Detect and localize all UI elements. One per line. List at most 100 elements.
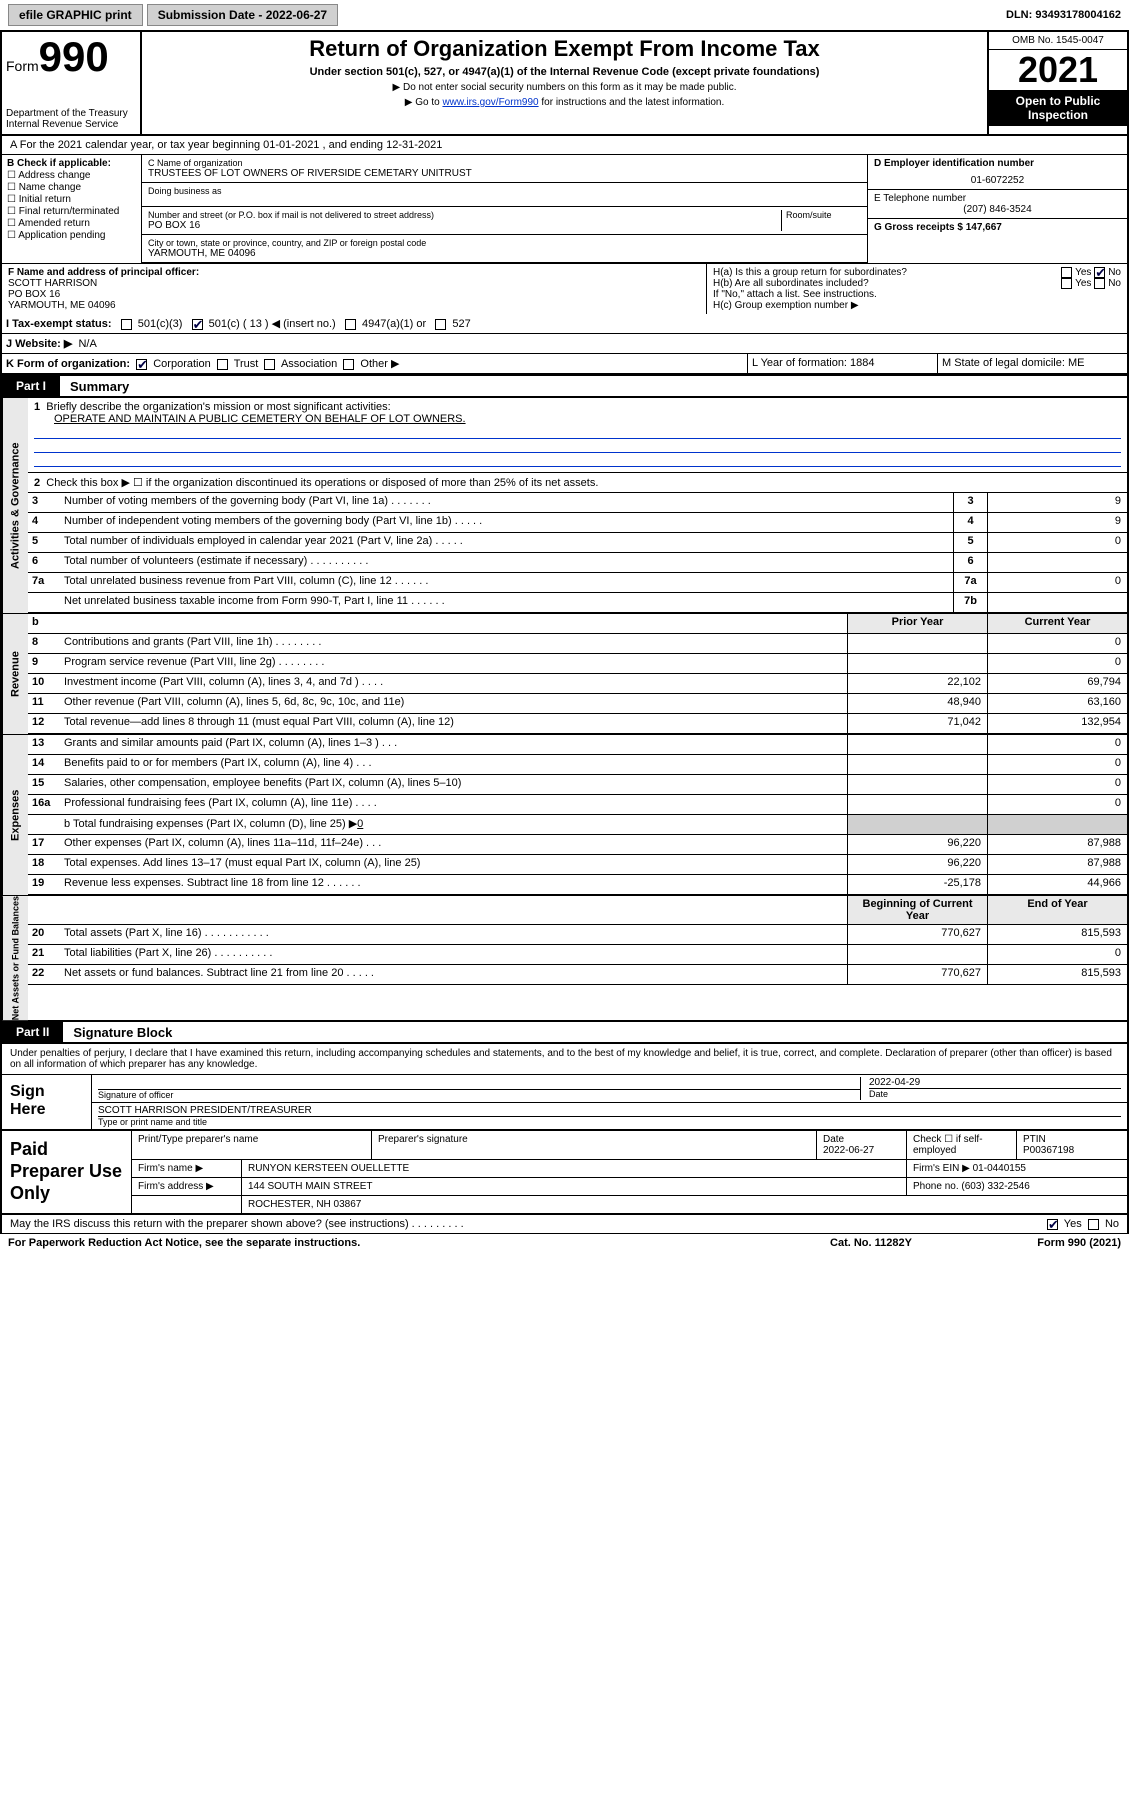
i-501c-check[interactable]	[192, 319, 203, 330]
phone-label: E Telephone number	[874, 193, 1121, 204]
officer-name: SCOTT HARRISON	[8, 278, 700, 289]
k-o4: Other ▶	[360, 358, 399, 370]
form-note-ssn: ▶ Do not enter social security numbers o…	[152, 82, 977, 93]
hdr-prior: Prior Year	[847, 614, 987, 633]
opt-address-change[interactable]: ☐ Address change	[7, 170, 136, 181]
officer-addr1: PO BOX 16	[8, 289, 700, 300]
table-row: 12Total revenue—add lines 8 through 11 (…	[28, 714, 1127, 734]
prep-h2: Preparer's signature	[372, 1131, 817, 1159]
hdr-beg: Beginning of Current Year	[847, 896, 987, 924]
sig-name-title-label: Type or print name and title	[98, 1116, 1121, 1127]
part1-tab: Part I	[2, 376, 60, 396]
i-o4: 527	[452, 318, 470, 330]
sig-declaration: Under penalties of perjury, I declare th…	[2, 1044, 1127, 1074]
firm-addr2: ROCHESTER, NH 03867	[242, 1196, 1127, 1213]
hdr-b: b	[28, 614, 60, 633]
form-title: Return of Organization Exempt From Incom…	[152, 36, 977, 62]
discuss-text: May the IRS discuss this return with the…	[10, 1218, 1047, 1230]
sig-officer-label: Signature of officer	[98, 1089, 860, 1100]
firm-phone: (603) 332-2546	[961, 1181, 1029, 1192]
submission-date-button[interactable]: Submission Date - 2022-06-27	[147, 4, 338, 26]
i-4947-check[interactable]	[345, 319, 356, 330]
form-header: Form990 Department of the Treasury Inter…	[0, 32, 1129, 136]
i-501c3-check[interactable]	[121, 319, 132, 330]
section-a-period: A For the 2021 calendar year, or tax yea…	[0, 136, 1129, 155]
table-row: 17Other expenses (Part IX, column (A), l…	[28, 835, 1127, 855]
block-h: H(a) Is this a group return for subordin…	[707, 264, 1127, 314]
form-990: 990	[39, 33, 109, 80]
exp-vlabel: Expenses	[2, 735, 28, 895]
table-row: 18Total expenses. Add lines 13–17 (must …	[28, 855, 1127, 875]
j-value: N/A	[78, 338, 96, 350]
hb-no-check[interactable]	[1094, 278, 1105, 289]
h-a-label: H(a) Is this a group return for subordin…	[713, 267, 1061, 278]
part2-title: Signature Block	[63, 1025, 172, 1040]
part1-title: Summary	[60, 379, 129, 394]
dept-treasury: Department of the Treasury	[6, 108, 136, 119]
k-trust-check[interactable]	[217, 359, 228, 370]
discuss-yes-check[interactable]	[1047, 1219, 1058, 1230]
irs-link[interactable]: www.irs.gov/Form990	[442, 97, 538, 108]
h-b-label: H(b) Are all subordinates included?	[713, 278, 1061, 289]
k-corp-check[interactable]	[136, 359, 147, 370]
line-i: I Tax-exempt status: 501(c)(3) 501(c) ( …	[0, 314, 1129, 334]
opt-initial-return[interactable]: ☐ Initial return	[7, 194, 136, 205]
firm-addr1: 144 SOUTH MAIN STREET	[242, 1178, 907, 1195]
h-attach: If "No," attach a list. See instructions…	[713, 289, 1121, 300]
officer-addr2: YARMOUTH, ME 04096	[8, 300, 700, 311]
table-row: 6Total number of volunteers (estimate if…	[28, 553, 1127, 573]
l1-mission: OPERATE AND MAINTAIN A PUBLIC CEMETERY O…	[54, 413, 466, 425]
ha-yes-check[interactable]	[1061, 267, 1072, 278]
ha-no-check[interactable]	[1094, 267, 1105, 278]
line-j: J Website: ▶ N/A	[0, 334, 1129, 354]
block-b-header: B Check if applicable:	[7, 158, 136, 169]
footer-discuss: May the IRS discuss this return with the…	[0, 1215, 1129, 1234]
table-row: 13Grants and similar amounts paid (Part …	[28, 735, 1127, 755]
i-527-check[interactable]	[435, 319, 446, 330]
k-assoc-check[interactable]	[264, 359, 275, 370]
table-row: 5Total number of individuals employed in…	[28, 533, 1127, 553]
h-b-yesno: Yes No	[1061, 278, 1121, 289]
table-row: 9Program service revenue (Part VIII, lin…	[28, 654, 1127, 674]
table-row: 22Net assets or fund balances. Subtract …	[28, 965, 1127, 985]
discuss-no-check[interactable]	[1088, 1219, 1099, 1230]
block-b: B Check if applicable: ☐ Address change …	[2, 155, 142, 263]
k-other-check[interactable]	[343, 359, 354, 370]
mission-line	[34, 455, 1121, 467]
i-o3: 4947(a)(1) or	[362, 318, 426, 330]
gross-receipts: G Gross receipts $ 147,667	[874, 222, 1121, 233]
exp-section: Expenses 13Grants and similar amounts pa…	[0, 734, 1129, 895]
opt-application-pending[interactable]: ☐ Application pending	[7, 230, 136, 241]
discuss-yes: Yes	[1064, 1218, 1082, 1230]
line-klm: K Form of organization: Corporation Trus…	[0, 354, 1129, 375]
firm-name: RUNYON KERSTEEN OUELLETTE	[242, 1160, 907, 1177]
prep-h4[interactable]: Check ☐ if self-employed	[907, 1131, 1017, 1159]
rev-vlabel: Revenue	[2, 614, 28, 734]
form-year-box: OMB No. 1545-0047 2021 Open to Public In…	[987, 32, 1127, 134]
hb-yes-check[interactable]	[1061, 278, 1072, 289]
sign-here-label: Sign Here	[2, 1075, 92, 1129]
opt-final-return[interactable]: ☐ Final return/terminated	[7, 206, 136, 217]
opt-name-change[interactable]: ☐ Name change	[7, 182, 136, 193]
prep-addr2-row: ROCHESTER, NH 03867	[132, 1196, 1127, 1213]
l16b-val: 0	[357, 818, 363, 830]
rev-header-row: b Prior Year Current Year	[28, 614, 1127, 634]
block-deg: D Employer identification number 01-6072…	[867, 155, 1127, 263]
signature-block: Under penalties of perjury, I declare th…	[0, 1044, 1129, 1215]
table-row: 19Revenue less expenses. Subtract line 1…	[28, 875, 1127, 895]
opt-amended[interactable]: ☐ Amended return	[7, 218, 136, 229]
prep-ptin: P00367198	[1023, 1145, 1074, 1156]
hdr-curr: Current Year	[987, 614, 1127, 633]
table-row: 7aTotal unrelated business revenue from …	[28, 573, 1127, 593]
nab-header-row: Beginning of Current Year End of Year	[28, 896, 1127, 925]
ein-value: 01-6072252	[874, 175, 1121, 186]
city-value: YARMOUTH, ME 04096	[148, 248, 861, 259]
nab-vlabel: Net Assets or Fund Balances	[2, 896, 28, 1020]
preparer-label: Paid Preparer Use Only	[2, 1131, 132, 1213]
prep-h5: PTIN	[1023, 1134, 1046, 1145]
form-prefix: Form	[6, 58, 39, 74]
efile-print-button[interactable]: efile GRAPHIC print	[8, 4, 143, 26]
table-row: Net unrelated business taxable income fr…	[28, 593, 1127, 613]
rev-section: Revenue b Prior Year Current Year 8Contr…	[0, 613, 1129, 734]
l16b-desc: b Total fundraising expenses (Part IX, c…	[64, 818, 357, 830]
